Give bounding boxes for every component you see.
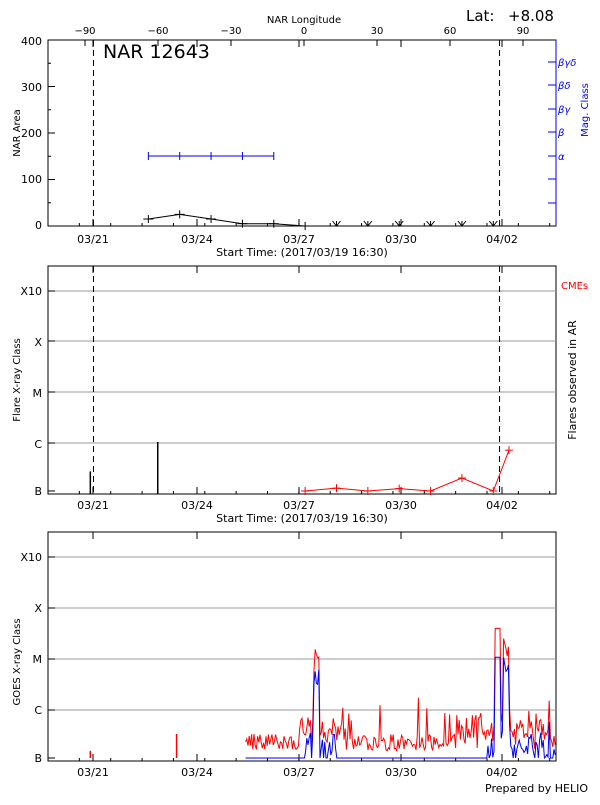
mag-class-tick-label: βδ — [557, 81, 571, 92]
goes-date-ticks: 03/21 03/24 03/27 03/30 04/02 — [77, 766, 518, 779]
date-tick-label: 04/02 — [486, 233, 518, 246]
cme-legend-label: CMEs — [561, 281, 588, 292]
area-point-marker — [332, 220, 341, 227]
flare-y-tick-label: C — [34, 438, 42, 451]
goes-y-ticks: B C M X X10 — [20, 551, 42, 765]
date-tick-label: 03/27 — [283, 499, 315, 512]
start-time-label: Start Time: (2017/03/19 16:30) — [216, 246, 388, 259]
flare-y-axis-label: Flare X-ray Class — [12, 338, 23, 422]
date-tick-label: 03/24 — [181, 233, 213, 246]
mag-class-tick-label: α — [558, 152, 565, 163]
date-tick-label: 03/21 — [77, 499, 109, 512]
date-tick-label: 03/21 — [77, 766, 109, 779]
top-tick-label: 60 — [444, 26, 457, 37]
goes-blue-trace — [245, 656, 556, 760]
flare-right-axis-label: Flares observed in AR — [566, 320, 579, 440]
goes-y-tick-label: X10 — [20, 551, 42, 564]
flare-panel-frame — [47, 265, 557, 495]
goes-y-tick-label: X — [34, 602, 42, 615]
date-tick-label: 03/30 — [385, 499, 417, 512]
top-axis-ticks: −90 −60 −30 0 30 60 90 — [74, 26, 529, 37]
top-tick-label: 90 — [517, 26, 530, 37]
top-axis-label: NAR Longitude — [267, 15, 341, 26]
area-y-axis-label: NAR Area — [12, 109, 23, 156]
mag-class-axis-label: Mag. Class — [580, 83, 591, 137]
flare-date-ticks: 03/21 03/24 03/27 03/30 04/02 — [77, 499, 518, 512]
mag-class-ticks: α β βγ βδ βγδ — [557, 58, 576, 163]
area-y-tick-label: 200 — [21, 127, 42, 140]
area-y-tick-label: 0 — [35, 219, 42, 232]
flare-y-tick-label: M — [33, 387, 43, 400]
area-date-ticks: 03/21 03/24 03/27 03/30 04/02 — [77, 233, 518, 246]
mag-class-tick-label: βγδ — [557, 58, 576, 69]
date-tick-label: 03/30 — [385, 233, 417, 246]
date-tick-label: 03/27 — [283, 766, 315, 779]
flare-y-tick-label: X10 — [20, 285, 42, 298]
date-tick-label: 03/24 — [181, 766, 213, 779]
area-series-line — [148, 213, 494, 227]
lat-value: +8.08 — [508, 7, 554, 25]
area-y-tick-label: 400 — [21, 35, 42, 48]
date-tick-label: 03/27 — [283, 233, 315, 246]
lat-label: Lat: — [466, 7, 494, 25]
area-y-ticks: 0 100 200 300 400 — [21, 35, 42, 232]
area-y-tick-label: 300 — [21, 81, 42, 94]
date-tick-label: 03/30 — [385, 766, 417, 779]
goes-red-trace — [245, 627, 556, 753]
goes-panel-frame — [47, 531, 557, 762]
prepared-by-label: Prepared by HELIO — [485, 782, 588, 795]
chart-marks — [47, 39, 557, 761]
goes-y-tick-label: C — [34, 704, 42, 717]
date-tick-label: 04/02 — [486, 499, 518, 512]
area-point-marker — [394, 220, 404, 227]
flare-y-tick-label: B — [34, 485, 42, 498]
date-tick-label: 03/24 — [181, 499, 213, 512]
cme-series-line — [305, 450, 510, 492]
area-point-marker — [426, 220, 435, 227]
date-tick-label: 04/02 — [486, 766, 518, 779]
area-point-marker — [488, 220, 498, 227]
flare-y-ticks: B C M X X10 — [20, 285, 42, 498]
goes-y-tick-label: M — [33, 653, 43, 666]
date-tick-label: 03/21 — [77, 233, 109, 246]
goes-y-axis-label: GOES X-ray Class — [12, 618, 23, 705]
area-point-marker — [363, 220, 373, 227]
mag-class-tick-label: β — [557, 128, 565, 139]
region-title: NAR 12643 — [103, 41, 210, 63]
area-panel-frame — [47, 39, 557, 227]
flare-y-tick-label: X — [34, 336, 42, 349]
area-y-tick-label: 100 — [21, 173, 42, 186]
top-tick-label: 30 — [371, 26, 384, 37]
area-point-marker — [457, 220, 467, 227]
top-tick-label: −60 — [147, 26, 168, 37]
start-time-label-2: Start Time: (2017/03/19 16:30) — [216, 512, 388, 525]
top-tick-label: −90 — [74, 26, 95, 37]
top-tick-label: −30 — [220, 26, 241, 37]
top-tick-label: 0 — [301, 26, 307, 37]
mag-class-tick-label: βγ — [557, 105, 571, 116]
goes-y-tick-label: B — [34, 752, 42, 765]
